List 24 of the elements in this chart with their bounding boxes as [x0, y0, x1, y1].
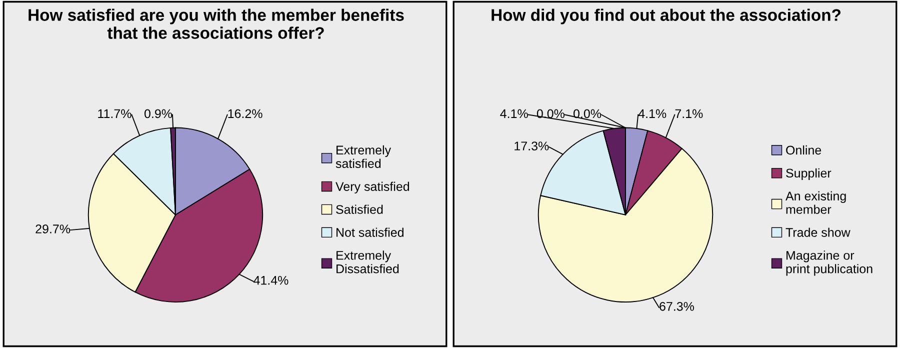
data-label: 7.1%: [675, 109, 703, 118]
data-label: 0.9%: [144, 109, 172, 118]
legend-label: Supplier: [786, 168, 832, 180]
data-label: 67.3%: [660, 302, 694, 311]
chart-title: How satisfied are you with the member benefits that the associations offer?: [28, 8, 404, 39]
legend-label: Online: [786, 145, 822, 155]
text: 0.0%: [574, 109, 602, 118]
legend-label: Not satisfied: [336, 228, 404, 237]
data-label: 17.3%: [514, 142, 549, 150]
data-label: 29.7%: [36, 224, 70, 234]
text: 0.0%: [536, 109, 564, 118]
legend-label: Magazine or print publication: [786, 250, 872, 276]
legend-label: Trade show: [786, 228, 850, 237]
data-label: 4.1%: [638, 109, 666, 118]
legend-label: Extremely Dissatisfied: [336, 250, 399, 274]
data-label: 11.7%: [98, 109, 132, 118]
legend-label: Satisfied: [336, 204, 383, 214]
legend-label: Very satisfied: [336, 182, 410, 194]
legend-label: An existing member: [786, 191, 846, 214]
data-label: 41.4%: [254, 276, 288, 285]
data-label: 4.1%: [500, 109, 528, 118]
legend-label: Extremely satisfied: [336, 145, 392, 168]
data-label: 16.2%: [228, 109, 262, 118]
chart-title: How did you find out about the association?: [492, 8, 841, 24]
